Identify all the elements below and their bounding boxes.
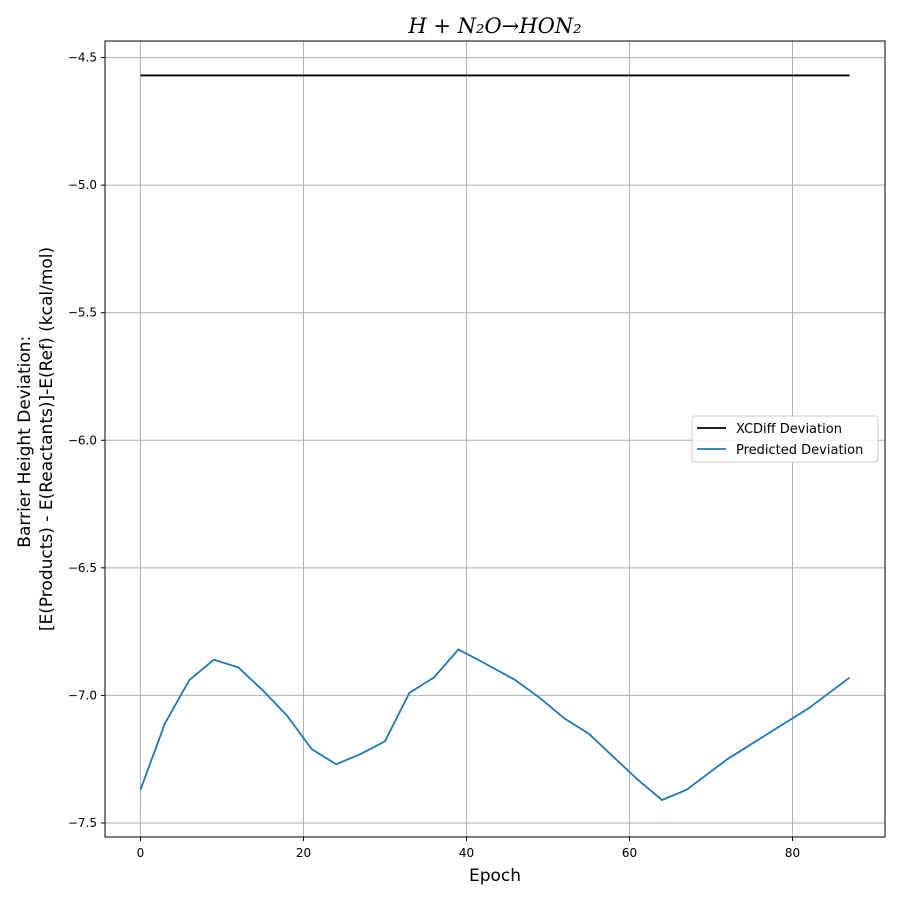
legend: XCDiff Deviation Predicted Deviation xyxy=(691,415,879,463)
y-tick-label: −4.5 xyxy=(68,51,97,65)
y-tick-label: −5.0 xyxy=(68,178,97,192)
predicted-deviation-line xyxy=(139,648,851,801)
x-tick-label: 40 xyxy=(459,846,474,860)
x-axis-label: Epoch xyxy=(469,866,521,886)
y-axis-label-line-1: Barrier Height Deviation: xyxy=(15,336,35,548)
grid xyxy=(105,41,885,837)
y-tick-label: −7.5 xyxy=(68,816,97,830)
y-axis-label-line-2: [E(Products) - E(Reactants)]-E(Ref) (kca… xyxy=(37,247,57,631)
y-tick-label: −6.0 xyxy=(68,433,97,447)
legend-label-predicted-deviation: Predicted Deviation xyxy=(736,443,863,458)
y-axis-label: Barrier Height Deviation: [E(Products) -… xyxy=(15,247,57,631)
x-tick-label: 0 xyxy=(137,846,145,860)
y-tick-label: −7.0 xyxy=(68,688,97,702)
plot-lines xyxy=(139,74,851,801)
legend-box xyxy=(691,415,879,463)
x-tick-label: 20 xyxy=(296,846,311,860)
axes-frame xyxy=(104,40,886,838)
x-tick-label: 80 xyxy=(785,846,800,860)
y-tick-label: −5.5 xyxy=(68,306,97,320)
chart-title: H + N₂O→HON₂ xyxy=(407,14,581,38)
ticks: 0 20 40 60 80 −4.5 −5.0 −5.5 −6.0 −6.5 −7.0 −7.5 xyxy=(68,51,800,860)
legend-label-xcdiff-deviation: XCDiff Deviation xyxy=(736,422,842,437)
x-tick-label: 60 xyxy=(622,846,637,860)
y-tick-label: −6.5 xyxy=(68,561,97,575)
